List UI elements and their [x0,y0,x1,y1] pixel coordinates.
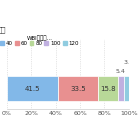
Text: 33.5: 33.5 [70,86,86,92]
Bar [98,76,118,101]
Text: 3.: 3. [123,60,130,65]
Bar [124,76,129,101]
Text: 5.4: 5.4 [116,69,126,74]
Legend: 40, 60, 80, 100, 120: 40, 60, 80, 100, 120 [0,35,79,46]
Text: 分率: 分率 [0,27,6,33]
Bar [58,76,98,101]
Text: 41.5: 41.5 [24,86,40,92]
Bar [118,76,124,101]
Bar [7,76,58,101]
Text: 15.8: 15.8 [100,86,116,92]
